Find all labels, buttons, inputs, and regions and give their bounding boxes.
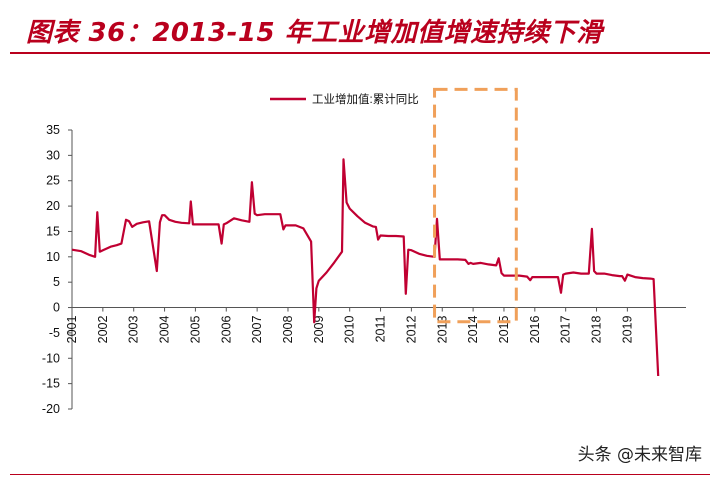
x-tick-label: 2010 bbox=[343, 316, 357, 344]
x-tick-label: 2003 bbox=[127, 316, 141, 344]
y-tick-label: 10 bbox=[46, 250, 60, 264]
y-tick-label: 20 bbox=[46, 199, 60, 213]
y-tick-label: 5 bbox=[53, 275, 60, 289]
bottom-divider bbox=[10, 474, 710, 475]
data-series-line bbox=[71, 158, 660, 377]
y-tick-label: -15 bbox=[42, 377, 60, 391]
y-tick-label: 0 bbox=[53, 301, 60, 315]
x-tick-label: 2014 bbox=[466, 316, 480, 344]
x-tick-label: 2015 bbox=[497, 316, 511, 344]
y-tick-label: 15 bbox=[46, 224, 60, 238]
x-tick-label: 2016 bbox=[528, 316, 542, 344]
page-title: 图表 36：2013-15 年工业增加值增速持续下滑 bbox=[26, 18, 603, 48]
x-tick-label: 2006 bbox=[219, 316, 233, 344]
legend: 工业增加值:累计同比 bbox=[270, 92, 419, 106]
x-tick-label: 2009 bbox=[312, 316, 326, 344]
x-tick-label: 2013 bbox=[435, 316, 449, 344]
x-tick-label: 2005 bbox=[188, 316, 202, 344]
x-tick-label: 2018 bbox=[590, 316, 604, 344]
x-tick-label: 2002 bbox=[96, 316, 110, 344]
x-tick-label: 2017 bbox=[559, 316, 573, 344]
x-tick-label: 2012 bbox=[404, 316, 418, 344]
legend-label: 工业增加值:累计同比 bbox=[312, 92, 419, 106]
x-tick-label: 2019 bbox=[620, 316, 634, 344]
watermark: 头条 @未来智库 bbox=[577, 445, 702, 465]
title-divider bbox=[10, 52, 710, 54]
x-tick-label: 2001 bbox=[65, 316, 79, 344]
y-tick-label: 30 bbox=[46, 148, 60, 162]
y-tick-label: -5 bbox=[49, 326, 60, 340]
highlight-box bbox=[433, 87, 518, 324]
y-tick-label: -10 bbox=[42, 351, 60, 365]
x-tick-label: 2004 bbox=[158, 316, 172, 344]
x-tick-label: 2011 bbox=[374, 316, 388, 343]
x-tick-label: 2008 bbox=[281, 316, 295, 344]
x-tick-label: 2007 bbox=[250, 316, 264, 344]
y-tick-label: 25 bbox=[46, 174, 60, 188]
y-tick-label: -20 bbox=[42, 402, 60, 416]
y-tick-label: 35 bbox=[46, 123, 60, 137]
